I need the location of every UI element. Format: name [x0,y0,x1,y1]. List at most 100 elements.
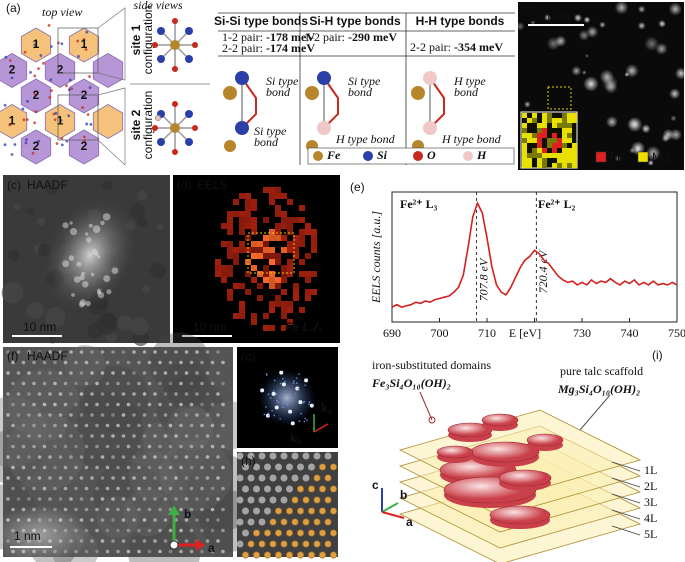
atom-column [147,507,152,512]
eels-pixel [245,205,251,211]
atom-column [79,350,84,354]
atom [88,75,91,78]
model-atom [302,518,310,526]
particle [644,36,660,52]
fft-noise [276,399,278,402]
eels-pixel [287,229,293,235]
atom-column [126,486,131,491]
axis-arrow [381,502,399,513]
eels-pixel [233,313,239,319]
hexagon [0,53,28,88]
atom-column [48,392,52,396]
eels-pixel [251,319,257,325]
model-atom [297,507,304,515]
atom [67,114,71,118]
model-atom [308,551,315,559]
atom-column [200,381,204,386]
atom-o [172,101,178,107]
scaffold-title: pure talc scaffold [560,364,643,378]
atom-column [200,549,204,554]
atom-column [37,350,42,354]
atom-column [269,474,277,482]
model-atom [319,485,326,493]
atom-column [90,497,94,501]
eels-pixel [275,283,281,289]
atom-column [291,474,299,482]
atom-si [185,55,193,63]
eels-pixel [257,283,263,289]
atom-column [189,465,194,470]
atom-column [58,434,63,438]
pair: 2-2 pair: [410,40,451,54]
atom-column [147,549,152,554]
eels-pixel [293,217,299,223]
model-atom [247,540,255,548]
cluster [69,221,73,225]
atom-column [84,486,89,491]
eels-pixel [263,241,269,247]
eels-pixel [257,241,263,247]
map-pixel [532,148,537,153]
map-pixel [567,138,572,143]
eels-pixel [305,223,311,229]
map-pixel [527,158,532,163]
atom-column [6,371,10,375]
legend-box [307,147,515,165]
atom-column [153,350,157,354]
map-pixel [562,113,567,118]
atom-o [152,42,158,48]
atom-column [147,444,152,449]
eels-pixel [281,193,287,199]
atom-column [84,465,89,470]
atom-column [69,392,73,396]
particle [599,21,606,29]
atom-column [132,371,136,375]
eels-pixel [293,295,299,301]
map-pixel [537,143,542,148]
atom-column [111,371,115,375]
fe-domain [436,445,474,459]
atom-column [84,402,89,407]
atom-column [184,434,189,438]
legend-label: H [476,148,487,162]
map-pixel [567,128,572,133]
eels-pixel [281,265,287,271]
site-number: 2 [9,63,16,77]
atom-column [179,549,183,554]
map-pixel [562,153,567,158]
fft-spot [279,370,284,375]
atom-column [42,360,47,365]
fft-noise [304,417,307,420]
roi [247,232,295,274]
map-pixel [542,163,547,168]
fft-noise [284,380,286,383]
atom-column [236,518,244,526]
atom [81,106,85,109]
fft-spot [309,403,314,408]
fft-noise [277,401,280,404]
atom-column [174,350,178,354]
bond [429,77,445,129]
atom-column [153,476,157,480]
cluster [82,281,89,288]
atom-si [185,110,193,118]
atom-column [147,528,152,533]
eels-pixel [251,217,257,223]
y-axis-label: EELS counts [a.u.] [369,211,383,304]
atom-column [205,476,210,480]
atom-column [195,350,199,354]
map-pixel [552,133,557,138]
eels-pixel [221,223,227,229]
eels-pixel [281,277,287,283]
atom [33,43,37,47]
fft-noise [273,379,276,382]
atom-column [95,360,99,365]
pair-energy: 1-2 pair: -178 meV [222,30,315,44]
legend-swatch [595,151,607,163]
map-pixel [547,138,552,143]
edge-name: Fe²⁺ L₃ [400,197,438,211]
atom-column [95,465,99,470]
panel-label: (g) [241,349,256,363]
model-atom [330,507,337,515]
